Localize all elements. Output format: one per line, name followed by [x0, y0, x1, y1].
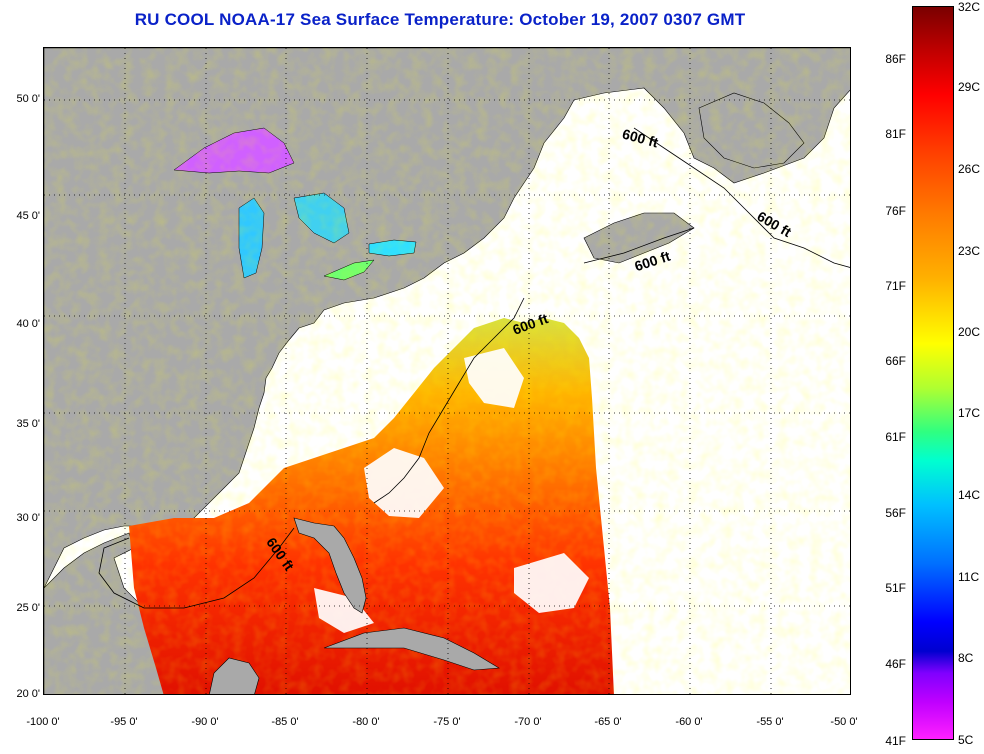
colorbar-fahrenheit-label: 81F — [885, 127, 906, 141]
lon-label: -100 0' — [26, 716, 60, 728]
map-title: RU COOL NOAA-17 Sea Surface Temperature:… — [134, 10, 746, 29]
lat-label: 40 0' — [16, 318, 40, 330]
lat-label: 35 0' — [16, 418, 40, 430]
colorbar-celsius-label: 23C — [958, 244, 981, 258]
map-canvas — [44, 48, 850, 694]
lon-label: -55 0' — [756, 716, 784, 728]
colorbar-celsius-label: 17C — [958, 406, 981, 420]
colorbar-celsius-label: 20C — [958, 325, 981, 339]
lon-label: -65 0' — [594, 716, 622, 728]
colorbar-fahrenheit-label: 71F — [885, 279, 906, 293]
colorbar-celsius-label: 26C — [958, 162, 981, 176]
isobath-600ft — [98, 127, 850, 609]
colorbar-celsius-label: 32C — [958, 0, 981, 14]
sst-map: 600 ft 600 ft 600 ft 600 ft 600 ft — [43, 47, 851, 695]
colorbar-fahrenheit-label: 41F — [885, 734, 906, 748]
colorbar-celsius-label: 11C — [958, 570, 980, 584]
colorbar-fahrenheit-label: 86F — [885, 52, 906, 66]
colorbar-fahrenheit-label: 76F — [885, 204, 906, 218]
temperature-colorbar — [912, 6, 954, 740]
colorbar-fahrenheit-label: 66F — [885, 354, 906, 368]
lon-label: -95 0' — [110, 716, 138, 728]
graticule — [44, 48, 850, 694]
colorbar-fahrenheit-label: 51F — [885, 581, 906, 595]
land-yucatan-overlay — [209, 657, 260, 694]
land-cuba-overlay — [323, 627, 500, 671]
colorbar-celsius-label: 14C — [958, 488, 981, 502]
lat-label: 30 0' — [16, 512, 40, 524]
lon-label: -75 0' — [433, 716, 461, 728]
lat-label: 45 0' — [16, 210, 40, 222]
colorbar-celsius-label: 5C — [958, 733, 974, 747]
colorbar-celsius-label: 29C — [958, 80, 981, 94]
land-florida-overlay — [293, 517, 367, 614]
cloud-mask — [314, 348, 589, 633]
lon-label: -60 0' — [675, 716, 703, 728]
lat-label: 50 0' — [16, 93, 40, 105]
colorbar-fahrenheit-label: 46F — [885, 657, 906, 671]
colorbar-celsius-label: 8C — [958, 651, 974, 665]
lon-label: -85 0' — [271, 716, 299, 728]
colorbar-fahrenheit-label: 56F — [885, 506, 906, 520]
lat-label: 25 0' — [16, 602, 40, 614]
lon-label: -90 0' — [191, 716, 219, 728]
lon-label: -70 0' — [514, 716, 542, 728]
colorbar-fahrenheit-label: 61F — [885, 430, 906, 444]
lon-label: -80 0' — [352, 716, 380, 728]
lat-label: 20 0' — [16, 688, 40, 700]
lon-label: -50 0' — [830, 716, 858, 728]
